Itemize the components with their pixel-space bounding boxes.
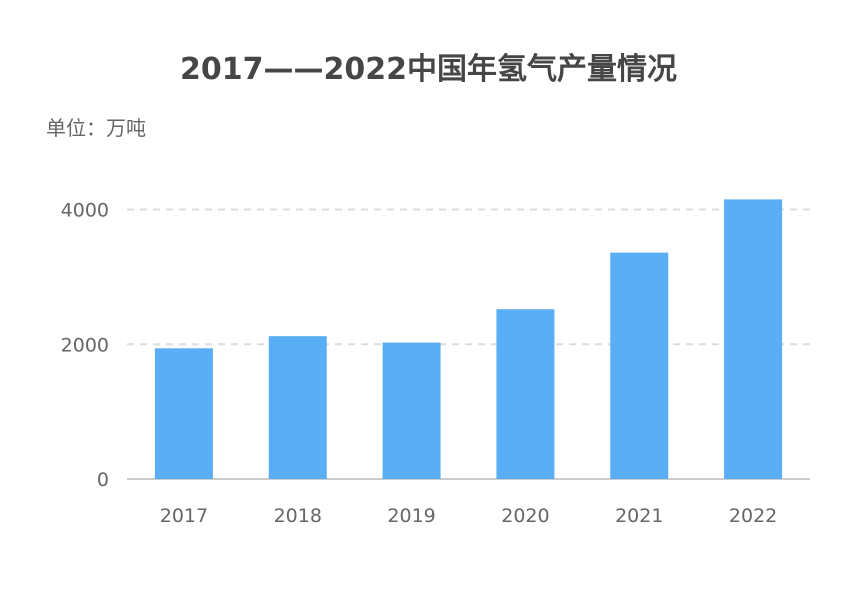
bar-2020 <box>496 309 555 479</box>
x-tick-label: 2021 <box>615 505 663 527</box>
bar-2019 <box>382 342 441 479</box>
bar-2017 <box>154 348 213 479</box>
bar-2022 <box>724 199 783 480</box>
bar-2021 <box>610 252 669 479</box>
x-tick-label: 2018 <box>274 505 322 527</box>
x-tick-label: 2020 <box>501 505 549 527</box>
y-tick-label: 2000 <box>61 334 109 356</box>
y-tick-label: 0 <box>97 469 109 491</box>
x-tick-label: 2017 <box>160 505 208 527</box>
chart-title: 2017——2022中国年氢气产量情况 <box>180 52 677 87</box>
x-tick-label: 2019 <box>387 505 435 527</box>
unit-label: 单位：万吨 <box>46 116 146 140</box>
y-tick-label: 4000 <box>61 200 109 222</box>
x-tick-label: 2022 <box>729 505 777 527</box>
bar-2018 <box>268 336 327 479</box>
